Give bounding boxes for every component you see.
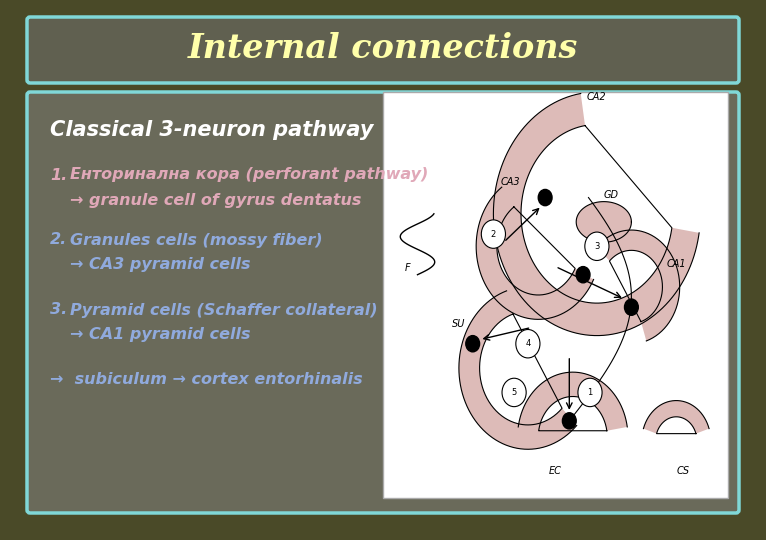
Circle shape (466, 335, 480, 352)
Circle shape (481, 220, 506, 248)
Text: 3: 3 (594, 242, 600, 251)
Text: Classical 3-neuron pathway: Classical 3-neuron pathway (50, 120, 374, 140)
Polygon shape (576, 201, 631, 242)
Polygon shape (519, 372, 627, 431)
Polygon shape (493, 93, 699, 335)
Circle shape (624, 299, 638, 315)
Text: → CA3 pyramid cells: → CA3 pyramid cells (70, 258, 250, 273)
Text: → granule cell of gyrus dentatus: → granule cell of gyrus dentatus (70, 192, 362, 207)
Text: Internal connections: Internal connections (188, 32, 578, 65)
Text: 4: 4 (525, 339, 531, 348)
Polygon shape (597, 230, 679, 341)
Circle shape (502, 378, 526, 407)
Polygon shape (643, 401, 709, 434)
Circle shape (578, 378, 602, 407)
Text: 5: 5 (512, 388, 517, 397)
Circle shape (538, 190, 552, 206)
Text: 1: 1 (588, 388, 593, 397)
Circle shape (576, 267, 590, 283)
Text: CA1: CA1 (666, 259, 686, 268)
Text: 3.: 3. (50, 302, 67, 318)
Text: 2.: 2. (50, 233, 67, 247)
Text: SU: SU (452, 320, 466, 329)
Text: CS: CS (676, 465, 689, 476)
FancyBboxPatch shape (27, 17, 739, 83)
Text: CA3: CA3 (501, 177, 520, 187)
Text: Granules cells (mossy fiber): Granules cells (mossy fiber) (70, 233, 322, 247)
Polygon shape (476, 187, 594, 319)
Text: 1.: 1. (50, 167, 67, 183)
Text: Pyramid cells (Schaffer collateral): Pyramid cells (Schaffer collateral) (70, 302, 378, 318)
Text: → CA1 pyramid cells: → CA1 pyramid cells (70, 327, 250, 342)
Text: →  subiculum → cortex entorhinalis: → subiculum → cortex entorhinalis (50, 373, 362, 388)
Circle shape (584, 232, 609, 260)
Text: F: F (404, 262, 410, 273)
FancyBboxPatch shape (27, 92, 739, 513)
Polygon shape (459, 291, 577, 449)
Bar (383, 92, 728, 498)
Text: EC: EC (549, 465, 562, 476)
Text: Енторинална кора (perforant pathway): Енторинална кора (perforant pathway) (70, 167, 428, 183)
Text: GD: GD (603, 190, 618, 200)
Circle shape (516, 329, 540, 358)
Circle shape (562, 413, 576, 429)
Text: CA2: CA2 (587, 92, 607, 102)
Text: 2: 2 (491, 230, 496, 239)
